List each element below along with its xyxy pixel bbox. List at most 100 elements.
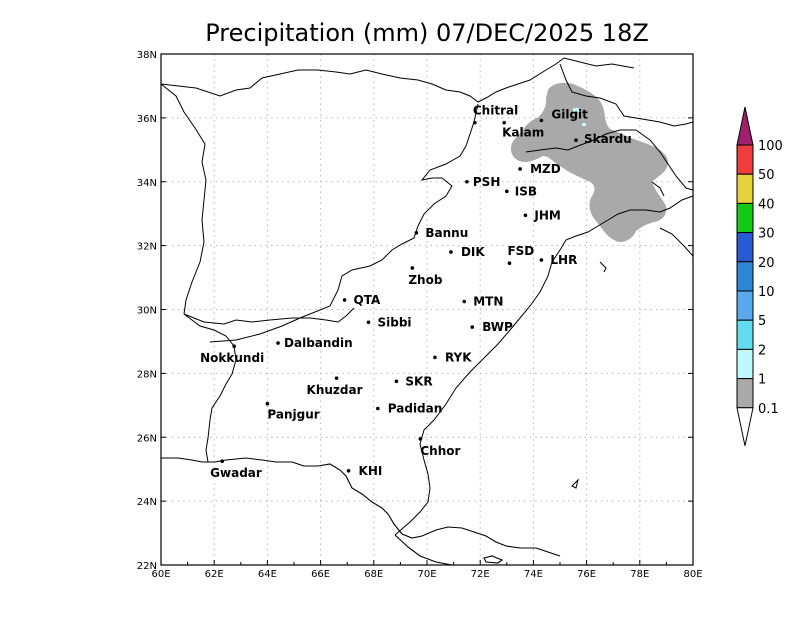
city-label-chhor: Chhor	[420, 444, 460, 458]
city-marker-ryk	[433, 355, 437, 360]
coastline	[161, 457, 561, 557]
city-marker-khuzdar	[334, 376, 339, 380]
city-label-jhm: JHM	[533, 208, 560, 222]
colorbar-label: 20	[758, 256, 775, 271]
city-marker-padidan	[375, 406, 380, 411]
city-label-skardu: Skardu	[584, 132, 632, 146]
map-panel: 60E 62E 64E 66E 68E 70E 72E 74E 76E 78E 80E 22N 24N…	[137, 50, 703, 580]
y-tick-label: 30N	[137, 306, 157, 317]
city-marker-dalbandin	[276, 341, 280, 345]
city-marker-panjgur	[265, 401, 270, 406]
city-label-qta: QTA	[354, 293, 381, 307]
border-loc	[525, 129, 636, 153]
colorbar-label: 5	[758, 314, 766, 329]
city-label-khi: KHI	[359, 464, 383, 478]
y-tick-label: 28N	[137, 369, 157, 380]
city-label-khuzdar: Khuzdar	[307, 383, 363, 397]
x-tick-label: 64E	[258, 569, 277, 580]
y-tick-label: 36N	[137, 114, 157, 125]
y-tick-label: 22N	[137, 561, 157, 572]
colorbar-segment	[736, 144, 754, 175]
city-marker-zhob	[410, 266, 415, 270]
colorbar-label: 1	[758, 373, 766, 388]
coastline-islands	[483, 555, 504, 564]
city-marker-mzd	[518, 167, 522, 171]
city-label-padidan: Padidan	[388, 402, 443, 416]
city-label-gwadar: Gwadar	[210, 466, 262, 480]
city-label-skr: SKR	[405, 374, 432, 388]
city-marker-chhor	[418, 437, 423, 441]
city-label-zhob: Zhob	[408, 273, 442, 287]
colorbar-label: 100	[758, 139, 783, 154]
y-axis-ticks: 22N 24N 26N 28N 30N 32N 34N 36N 38N	[137, 50, 693, 572]
city-marker-gwadar	[220, 459, 224, 464]
y-tick-label: 34N	[137, 178, 157, 189]
precip-colorbar: 100 50 40 30 20 10 5 2 1 0.1	[736, 106, 783, 446]
border-iran-afghanistan	[161, 83, 207, 315]
city-marker-lhr	[539, 258, 544, 262]
city-label-bwp: BWP	[482, 320, 513, 334]
lat-lon-grid	[161, 54, 693, 565]
city-marker-sibbi	[366, 320, 371, 325]
colorbar-label: 10	[758, 285, 775, 300]
colorbar-top-arrow	[736, 106, 754, 146]
x-tick-label: 68E	[364, 569, 383, 580]
colorbar-label: 30	[758, 227, 775, 242]
city-label-ryk: RYK	[445, 350, 472, 364]
city-marker-qta	[342, 298, 347, 302]
colorbar-segment	[736, 173, 754, 204]
colorbar-label: 50	[758, 168, 775, 183]
x-axis-ticks: 60E 62E 64E 66E 68E 70E 72E 74E 76E 78E 80E	[151, 560, 703, 580]
colorbar-segment	[736, 261, 754, 292]
colorbar-segment	[736, 348, 754, 380]
city-marker-nokkundi	[232, 344, 236, 349]
colorbar-segment	[736, 319, 754, 350]
colorbar-label: 40	[758, 197, 775, 212]
lake-feature	[571, 478, 579, 489]
city-label-mzd: MZD	[530, 162, 561, 176]
city-marker-khi	[346, 468, 351, 473]
colorbar-segment	[736, 290, 754, 321]
x-tick-label: 66E	[311, 569, 330, 580]
border-afghanistan-north	[161, 57, 635, 103]
colorbar-bottom-arrow	[736, 407, 754, 446]
city-marker-skr	[394, 379, 399, 384]
city-label-kalam: Kalam	[502, 126, 544, 140]
city-marker-dik	[449, 250, 453, 254]
city-label-chitral: Chitral	[473, 104, 518, 118]
border-india-pakistan	[394, 219, 609, 536]
city-label-nokkundi: Nokkundi	[200, 351, 264, 365]
precip-light-patch	[573, 108, 579, 112]
y-tick-label: 26N	[137, 433, 157, 444]
border-china-india	[599, 129, 693, 273]
y-tick-label: 38N	[137, 50, 157, 61]
city-marker-fsd	[507, 261, 512, 265]
city-label-lhr: LHR	[550, 253, 577, 267]
precip-area-north	[510, 82, 668, 242]
x-tick-label: 72E	[471, 569, 490, 580]
x-tick-label: 80E	[683, 569, 702, 580]
y-tick-label: 32N	[137, 242, 157, 253]
x-tick-label: 76E	[577, 569, 596, 580]
city-label-bannu: Bannu	[425, 226, 468, 240]
city-label-panjgur: Panjgur	[267, 408, 319, 422]
city-marker-gilgit	[539, 118, 544, 123]
city-marker-skardu	[574, 138, 578, 143]
colorbar-label: 0.1	[758, 402, 779, 417]
city-label-dik: DIK	[461, 245, 485, 259]
city-label-mtn: MTN	[473, 295, 503, 309]
border-afghanistan-pakistan	[209, 103, 479, 343]
x-tick-label: 78E	[630, 569, 649, 580]
map-title: Precipitation (mm) 07/DEC/2025 18Z	[205, 19, 649, 47]
city-marker-kalam	[502, 120, 506, 125]
city-marker-mtn	[462, 299, 467, 304]
city-marker-bannu	[414, 231, 419, 235]
colorbar-segment	[736, 202, 754, 234]
city-label-fsd: FSD	[507, 244, 534, 258]
precip-light-patch	[582, 123, 586, 126]
city-marker-chitral	[473, 120, 477, 125]
city-label-psh: PSH	[473, 175, 500, 189]
x-tick-label: 70E	[417, 569, 436, 580]
y-tick-label: 24N	[137, 497, 157, 508]
